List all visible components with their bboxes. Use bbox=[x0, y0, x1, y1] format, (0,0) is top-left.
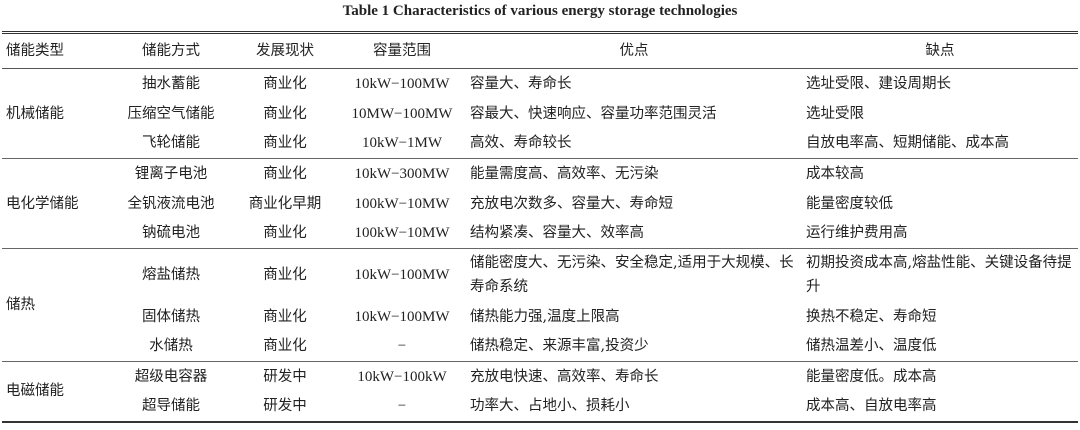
cell-capacity: 10MW−100MW bbox=[351, 105, 453, 122]
cell-cons: 储热温差小、温度低 bbox=[806, 338, 937, 355]
table-row: 水储热 商业化 − 储热稳定、来源丰富,投资少 储热温差小、温度低 bbox=[2, 332, 1078, 362]
cell-method: 全钒液流电池 bbox=[127, 195, 215, 212]
table-row: 储热 熔盐储热 商业化 10kW−100MW 储能密度大、无污染、安全稳定,适用于大规模… bbox=[2, 249, 1078, 313]
table-row: 电磁储能 超级电容器 研发中 10kW−100kW 充放电快速、高效率、寿命长 能量密度低… bbox=[2, 362, 1078, 400]
cell-status: 商业化 bbox=[263, 105, 307, 122]
cell-method: 飞轮储能 bbox=[142, 135, 200, 152]
table-row: 飞轮储能 商业化 10kW−1MW 高效、寿命较长 自放电率高、短期储能、成本高 bbox=[2, 129, 1078, 159]
cell-pros: 容量大、寿命长 bbox=[470, 75, 572, 92]
cell-cons: 选址受限、建设周期长 bbox=[806, 75, 951, 92]
cell-status: 商业化 bbox=[263, 135, 307, 152]
header-method: 储能方式 bbox=[142, 43, 200, 59]
cell-capacity: 10kW−300MW bbox=[354, 165, 450, 182]
cell-capacity: 100kW−10MW bbox=[354, 225, 450, 242]
table-row: 全钒液流电池 商业化早期 100kW−10MW 充放电次数多、容量大、寿命短 能量密度较… bbox=[2, 189, 1078, 219]
cell-status: 研发中 bbox=[263, 368, 307, 385]
cell-pros: 功率大、占地小、损耗小 bbox=[470, 398, 630, 414]
cell-cons: 换热不稳定、寿命短 bbox=[806, 308, 937, 325]
cell-capacity: 10kW−100MW bbox=[354, 308, 450, 325]
cell-status: 商业化 bbox=[263, 225, 307, 242]
energy-storage-table: 储能类型 储能方式 发展现状 容量范围 优点 缺点 机械储能 抽水蓄能 商业化 10k… bbox=[2, 31, 1078, 423]
table-row: 机械储能 抽水蓄能 商业化 10kW−100MW 容量大、寿命长 选址受限、建设周期长 bbox=[2, 69, 1078, 122]
cell-status: 商业化 bbox=[263, 165, 307, 182]
cell-cons: 成本较高 bbox=[806, 165, 864, 182]
cell-method: 钠硫电池 bbox=[142, 225, 200, 242]
table-row: 钠硫电池 商业化 100kW−10MW 结构紧凑、容量大、效率高 运行维护费用高 bbox=[2, 219, 1078, 249]
cell-status: 商业化 bbox=[263, 75, 307, 92]
cell-pros: 高效、寿命较长 bbox=[470, 135, 572, 152]
table-title: Table 1 Characteristics of various energ… bbox=[342, 3, 738, 19]
cell-status: 商业化 bbox=[263, 308, 307, 325]
cell-cons: 能量密度低。成本高 bbox=[806, 368, 937, 385]
cell-cons: 选址受限 bbox=[806, 105, 864, 122]
cell-type: 电化学储能 bbox=[6, 195, 79, 212]
cell-capacity: − bbox=[397, 338, 407, 355]
cell-method: 熔盐储热 bbox=[142, 267, 200, 284]
cell-capacity: 10kW−1MW bbox=[361, 135, 443, 152]
header-status: 发展现状 bbox=[256, 43, 314, 59]
cell-pros: 容最大、快速响应、容量功率范围灵活 bbox=[470, 105, 717, 122]
cell-method: 锂离子电池 bbox=[134, 165, 208, 182]
cell-status: 研发中 bbox=[263, 398, 307, 414]
cell-method: 压缩空气储能 bbox=[127, 105, 215, 122]
cell-type: 储热 bbox=[6, 297, 35, 313]
cell-pros: 结构紧凑、容量大、效率高 bbox=[470, 225, 644, 242]
cell-pros: 充放电次数多、容量大、寿命短 bbox=[470, 195, 673, 212]
cell-method: 水储热 bbox=[149, 338, 193, 355]
cell-capacity: 10kW−100MW bbox=[354, 75, 450, 92]
cell-status: 商业化 bbox=[263, 267, 307, 284]
cell-cons: 运行维护费用高 bbox=[806, 225, 908, 242]
cell-cons: 自放电率高、短期储能、成本高 bbox=[806, 135, 1009, 152]
table-row: 固体储热 商业化 10kW−100MW 储热能力强,温度上限高 换热不稳定、寿命短 bbox=[2, 302, 1078, 332]
header-pros: 优点 bbox=[619, 43, 649, 59]
cell-capacity: 100kW−10MW bbox=[354, 195, 450, 212]
table-row: 压缩空气储能 商业化 10MW−100MW 容最大、快速响应、容量功率范围灵活 选址受限 bbox=[2, 99, 1078, 129]
cell-cons: 能量密度较低 bbox=[806, 195, 893, 212]
table-row: 电化学储能 锂离子电池 商业化 10kW−300MW 能量需度高、高效率、无污染 成本较高 bbox=[2, 159, 1078, 212]
header-type: 储能类型 bbox=[6, 43, 64, 59]
cell-method: 超级电容器 bbox=[134, 368, 208, 385]
cell-capacity: 10kW−100kW bbox=[357, 368, 447, 385]
cell-pros: 充放电快速、高效率、寿命长 bbox=[470, 368, 659, 385]
cell-status: 商业化早期 bbox=[248, 195, 322, 212]
header-cons: 缺点 bbox=[925, 43, 955, 59]
cell-method: 抽水蓄能 bbox=[142, 75, 200, 92]
cell-status: 商业化 bbox=[263, 338, 307, 355]
cell-capacity: 10kW−100MW bbox=[354, 267, 450, 284]
cell-type: 机械储能 bbox=[6, 105, 64, 122]
cell-type: 电磁储能 bbox=[6, 383, 64, 400]
cell-method: 超导储能 bbox=[142, 398, 200, 414]
cell-cons: 初期投资成本高,熔盐性能、关键设备待提升 bbox=[806, 255, 1072, 296]
header-capacity: 容量范围 bbox=[373, 43, 431, 59]
header-row: 储能类型 储能方式 发展现状 容量范围 优点 缺点 bbox=[2, 32, 1078, 69]
cell-pros: 储热稳定、来源丰富,投资少 bbox=[470, 338, 649, 355]
cell-method: 固体储热 bbox=[142, 308, 200, 325]
cell-pros: 储能密度大、无污染、安全稳定,适用于大规模、长寿命系统 bbox=[470, 255, 794, 296]
cell-capacity: − bbox=[397, 398, 407, 414]
table-row: 超导储能 研发中 − 功率大、占地小、损耗小 成本高、自放电率高 bbox=[2, 392, 1078, 422]
cell-cons: 成本高、自放电率高 bbox=[806, 398, 937, 414]
cell-pros: 能量需度高、高效率、无污染 bbox=[470, 165, 659, 182]
cell-pros: 储热能力强,温度上限高 bbox=[470, 308, 620, 325]
